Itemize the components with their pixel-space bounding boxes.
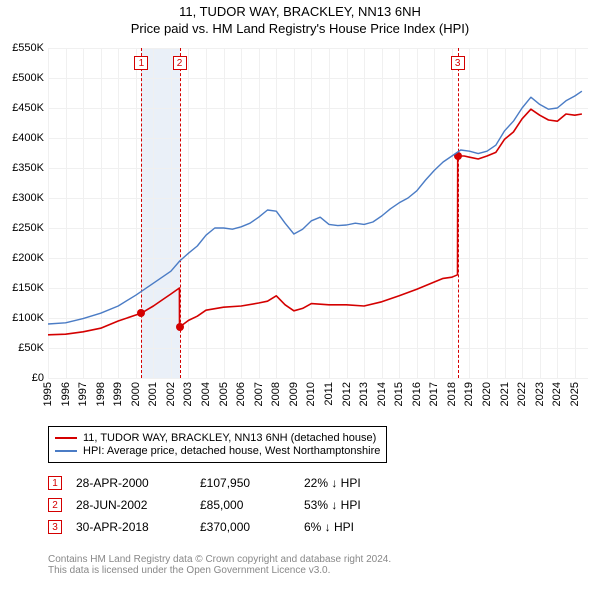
y-axis-label: £300K [12, 192, 44, 204]
x-axis-label: 2004 [200, 382, 212, 406]
legend-label: 11, TUDOR WAY, BRACKLEY, NN13 6NH (detac… [83, 432, 376, 444]
y-axis-label: £50K [18, 342, 44, 354]
x-axis-label: 2019 [463, 382, 475, 406]
sales-row-price: £370,000 [200, 520, 290, 534]
sales-row-diff: 22% ↓ HPI [304, 476, 394, 490]
x-axis-label: 2008 [270, 382, 282, 406]
x-axis-label: 2016 [411, 382, 423, 406]
y-axis-label: £150K [12, 282, 44, 294]
sales-row: 2 28-JUN-2002 £85,000 53% ↓ HPI [48, 494, 394, 516]
sales-row-marker: 3 [48, 520, 62, 534]
x-axis-label: 2010 [305, 382, 317, 406]
footer-line-2: This data is licensed under the Open Gov… [48, 565, 391, 576]
x-axis-label: 2002 [165, 382, 177, 406]
x-axis-label: 2018 [446, 382, 458, 406]
x-axis-label: 2001 [147, 382, 159, 406]
y-axis-label: £250K [12, 222, 44, 234]
chart-lines [48, 48, 588, 378]
sales-row: 3 30-APR-2018 £370,000 6% ↓ HPI [48, 516, 394, 538]
sales-row-date: 28-APR-2000 [76, 476, 186, 490]
x-axis-label: 2009 [288, 382, 300, 406]
x-axis-label: 2022 [516, 382, 528, 406]
footer-line-1: Contains HM Land Registry data © Crown c… [48, 554, 391, 565]
x-axis-label: 1996 [60, 382, 72, 406]
x-axis-label: 2000 [130, 382, 142, 406]
sales-row-date: 30-APR-2018 [76, 520, 186, 534]
y-axis-label: £500K [12, 72, 44, 84]
x-axis-label: 2013 [358, 382, 370, 406]
y-axis-label: £550K [12, 42, 44, 54]
x-axis-label: 1997 [77, 382, 89, 406]
legend-swatch [55, 437, 77, 439]
y-axis-label: £450K [12, 102, 44, 114]
x-axis-label: 1999 [112, 382, 124, 406]
y-axis-label: £350K [12, 162, 44, 174]
y-axis-label: £400K [12, 132, 44, 144]
sales-row-diff: 53% ↓ HPI [304, 498, 394, 512]
sales-row-marker: 2 [48, 498, 62, 512]
x-axis-label: 2017 [428, 382, 440, 406]
chart-legend: 11, TUDOR WAY, BRACKLEY, NN13 6NH (detac… [48, 426, 387, 463]
x-axis-label: 2025 [569, 382, 581, 406]
chart-subtitle: Price paid vs. HM Land Registry's House … [0, 21, 600, 36]
legend-row: 11, TUDOR WAY, BRACKLEY, NN13 6NH (detac… [55, 432, 380, 444]
x-axis-label: 2020 [481, 382, 493, 406]
y-axis-label: £100K [12, 312, 44, 324]
x-axis-label: 2006 [235, 382, 247, 406]
x-axis-label: 2007 [253, 382, 265, 406]
gridline-y [48, 378, 588, 379]
x-axis-label: 2021 [499, 382, 511, 406]
sales-table: 1 28-APR-2000 £107,950 22% ↓ HPI 2 28-JUN-200… [48, 472, 394, 538]
chart-title: 11, TUDOR WAY, BRACKLEY, NN13 6NH [0, 4, 600, 19]
x-axis-label: 2012 [341, 382, 353, 406]
x-axis-label: 1998 [95, 382, 107, 406]
sales-row-date: 28-JUN-2002 [76, 498, 186, 512]
x-axis-label: 1995 [42, 382, 54, 406]
legend-row: HPI: Average price, detached house, West… [55, 445, 380, 457]
x-axis-label: 2003 [182, 382, 194, 406]
chart-footer: Contains HM Land Registry data © Crown c… [48, 554, 391, 576]
series-hpi [48, 91, 582, 324]
x-axis-label: 2024 [551, 382, 563, 406]
sales-row-price: £85,000 [200, 498, 290, 512]
chart-plot-area: £0£50K£100K£150K£200K£250K£300K£350K£400… [48, 48, 588, 378]
sales-row-marker: 1 [48, 476, 62, 490]
x-axis-label: 2011 [323, 382, 335, 406]
x-axis-label: 2005 [218, 382, 230, 406]
sales-row-diff: 6% ↓ HPI [304, 520, 394, 534]
x-axis-label: 2014 [376, 382, 388, 406]
sales-row: 1 28-APR-2000 £107,950 22% ↓ HPI [48, 472, 394, 494]
y-axis-label: £200K [12, 252, 44, 264]
x-axis-label: 2023 [534, 382, 546, 406]
legend-label: HPI: Average price, detached house, West… [83, 445, 380, 457]
sales-row-price: £107,950 [200, 476, 290, 490]
series-price_paid [48, 109, 582, 335]
legend-swatch [55, 450, 77, 452]
x-axis-label: 2015 [393, 382, 405, 406]
